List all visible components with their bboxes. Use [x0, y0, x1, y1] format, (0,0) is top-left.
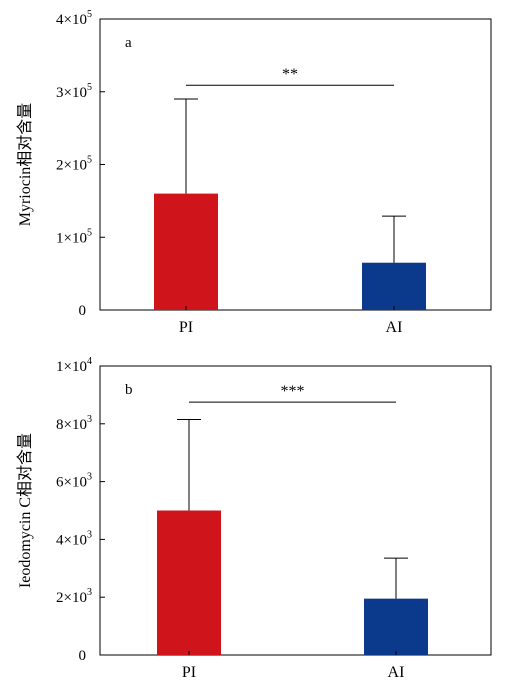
y-tick-exponent: 3 [87, 472, 92, 483]
y-tick-label: 6×103 [56, 472, 92, 491]
y-tick-exponent: 5 [87, 227, 92, 238]
panel-a-chart: 0 1×105 2×105 3×105 4×105 Myriocin相对含量 a PI AI ** [16, 9, 492, 336]
x-tick-label: PI [179, 319, 193, 336]
bar-pi [154, 193, 218, 310]
y-tick-label: 0 [79, 303, 87, 319]
y-tick-exponent: 3 [87, 529, 92, 540]
y-tick-label: 1×104 [56, 356, 92, 375]
x-tick-label: AI [388, 664, 405, 681]
y-tick-exponent: 5 [87, 82, 92, 93]
y-tick-label: 0 [79, 648, 87, 664]
significance-label: ** [282, 66, 298, 83]
y-tick-label: 8×103 [56, 414, 92, 433]
y-tick-exponent: 3 [87, 414, 92, 425]
y-tick-label: 2×103 [56, 587, 92, 606]
plot-frame [99, 365, 492, 656]
y-tick-exponent: 5 [87, 155, 92, 166]
panel-label: b [125, 382, 133, 398]
panel-b-chart: 0 2×103 4×103 6×103 8×103 1×104 Ieodomycin C相对… [16, 356, 492, 681]
significance-label: *** [281, 383, 305, 400]
y-tick-label: 3×105 [56, 82, 92, 101]
y-tick-exponent: 3 [87, 587, 92, 598]
y-tick-exponent: 4 [87, 356, 92, 367]
x-tick-label: AI [386, 319, 403, 336]
y-tick-label: 1×105 [56, 227, 92, 246]
bar-ai [362, 262, 426, 310]
y-tick-label: 4×105 [56, 9, 92, 28]
y-tick-label: 4×103 [56, 529, 92, 548]
bar-ai [364, 598, 428, 655]
panel-label: a [125, 35, 132, 51]
y-axis-label: Myriocin相对含量 [16, 103, 34, 227]
y-axis-label: Ieodomycin C相对含量 [16, 433, 34, 588]
y-tick-exponent: 5 [87, 9, 92, 20]
bar-pi [157, 510, 221, 655]
y-tick-label: 2×105 [56, 155, 92, 174]
x-tick-label: PI [182, 664, 196, 681]
